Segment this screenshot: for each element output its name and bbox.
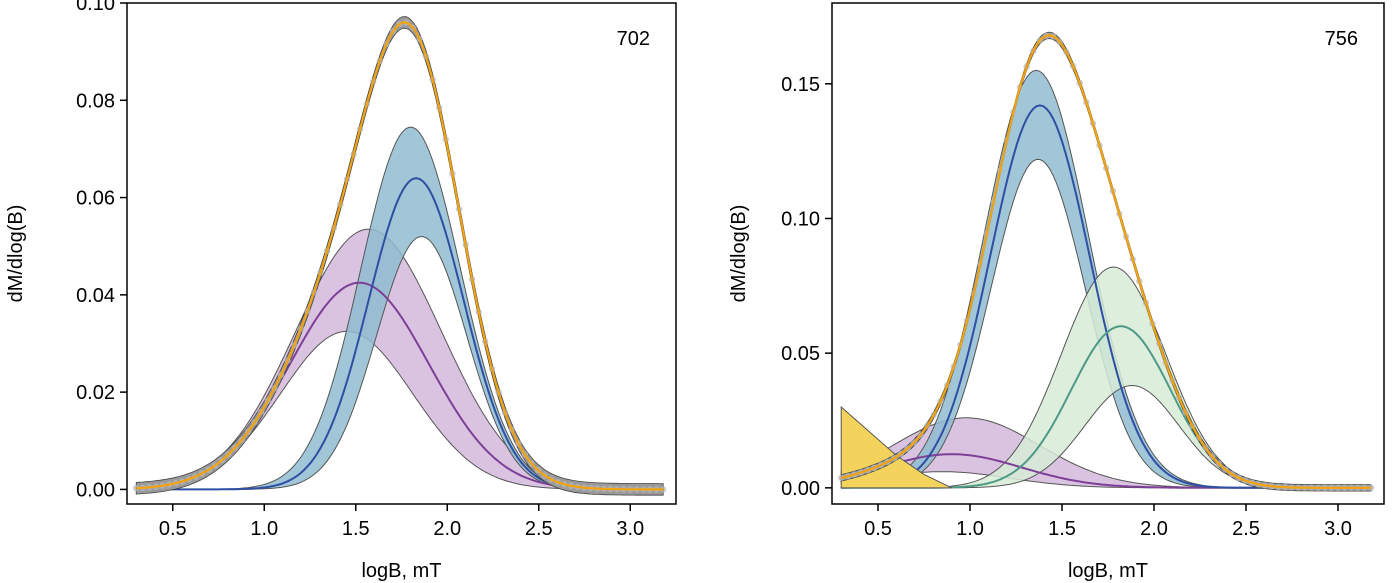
- plot-frame: [126, 2, 677, 505]
- y-tick-label: 0.08: [76, 90, 115, 112]
- x-tick-label: 1.5: [342, 518, 370, 540]
- chart-panel-756: 0.5 1.0 1.5 2.0 2.5 3.0 0.00 0.05 0.10 0.15 logB, …: [728, 2, 1385, 582]
- x-tick-label: 3.0: [1324, 518, 1352, 540]
- x-tick-label: 1.0: [250, 518, 278, 540]
- y-tick-label: 0.00: [781, 478, 820, 500]
- component-band-0: [135, 228, 664, 490]
- panel-label: 756: [1325, 28, 1358, 50]
- total-fit-line: [840, 34, 1372, 489]
- data-point: [1367, 484, 1375, 491]
- total-envelope: [840, 31, 1372, 492]
- y-tick-label: 0.05: [781, 343, 820, 365]
- x-tick-label: 2.5: [1232, 518, 1260, 540]
- x-axis-label: logB, mT: [361, 560, 441, 582]
- total-fit-line: [136, 21, 664, 491]
- x-tick-label: 3.0: [616, 518, 644, 540]
- x-tick-label: 0.5: [159, 518, 187, 540]
- y-axis-label: dM/dlog(B): [728, 205, 750, 303]
- y-tick-label: 0.00: [76, 479, 115, 501]
- plot-frame: [831, 2, 1385, 505]
- y-axis-label: dM/dlog(B): [5, 205, 27, 303]
- y-tick-label: 0.06: [76, 188, 115, 210]
- x-tick-label: 0.5: [864, 518, 892, 540]
- y-tick-label: 0.04: [76, 285, 115, 307]
- x-tick-label: 2.5: [525, 518, 553, 540]
- x-tick-label: 2.0: [1140, 518, 1168, 540]
- component-band-2: [841, 266, 1372, 489]
- y-tick-label: 0.02: [76, 382, 115, 404]
- chart-panel-702: 0.5 1.0 1.5 2.0 2.5 3.0 0.00 0.02 0.04 0.06 0.08 0.…: [5, 0, 677, 582]
- y-tick-label: 0.10: [76, 0, 115, 15]
- y-tick-label: 0.10: [781, 208, 820, 230]
- x-tick-label: 2.0: [433, 518, 461, 540]
- component-band-1: [136, 126, 664, 490]
- x-tick-label: 1.5: [1048, 518, 1076, 540]
- measured-line: [841, 34, 1372, 489]
- x-axis-label: logB, mT: [1068, 560, 1148, 582]
- y-tick-label: 0.15: [781, 74, 820, 96]
- x-tick-label: 1.0: [956, 518, 984, 540]
- component-line-0: [136, 281, 664, 491]
- panel-label: 702: [617, 28, 650, 50]
